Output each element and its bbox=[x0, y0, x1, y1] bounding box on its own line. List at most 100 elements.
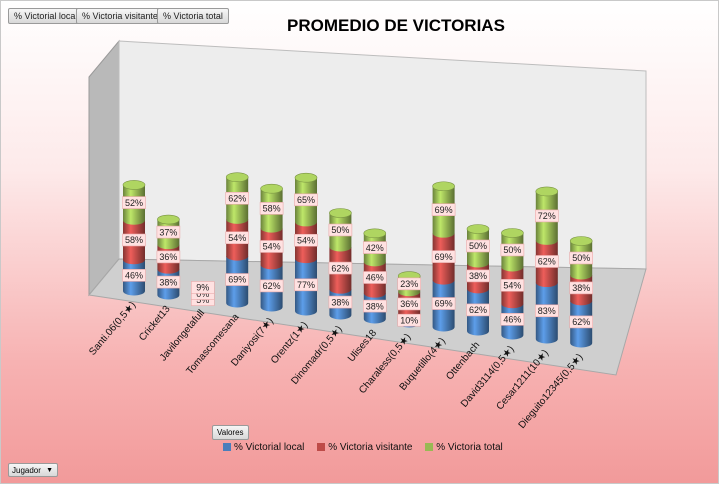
data-label-2-1: 0% bbox=[196, 289, 209, 299]
data-label-9-1: 69% bbox=[435, 252, 453, 262]
data-label-box-7-0 bbox=[362, 299, 387, 313]
data-label-box-10-1 bbox=[466, 269, 490, 283]
data-label-8-1: 36% bbox=[400, 299, 418, 309]
bar-12-cap bbox=[535, 186, 559, 197]
bar-9-cap bbox=[432, 181, 455, 192]
data-label-box-5-2 bbox=[294, 193, 318, 207]
data-label-4-1: 54% bbox=[263, 242, 281, 252]
data-label-box-13-2 bbox=[569, 251, 594, 265]
data-label-9-0: 69% bbox=[435, 299, 453, 309]
data-label-box-5-0 bbox=[294, 278, 318, 292]
data-label-12-2: 72% bbox=[538, 211, 556, 221]
data-label-box-11-1 bbox=[500, 279, 525, 292]
data-label-box-13-1 bbox=[569, 281, 594, 295]
bar-3-cap bbox=[225, 172, 249, 182]
data-label-box-3-2 bbox=[225, 191, 249, 205]
data-label-10-2: 50% bbox=[469, 241, 487, 251]
bar-0-cap bbox=[122, 180, 146, 190]
data-label-2-2: 9% bbox=[196, 283, 209, 293]
data-label-box-9-1 bbox=[431, 250, 456, 263]
data-label-box-3-1 bbox=[225, 231, 249, 245]
legend-swatch-total bbox=[425, 443, 434, 451]
data-label-box-12-0 bbox=[534, 304, 559, 318]
bar-7-cap bbox=[363, 228, 387, 239]
data-label-4-2: 58% bbox=[263, 204, 281, 214]
data-label-box-7-1 bbox=[362, 271, 387, 284]
legend-item-local: % Victorial local bbox=[223, 441, 304, 455]
data-label-5-2: 65% bbox=[297, 195, 315, 205]
data-label-box-1-0 bbox=[156, 275, 181, 289]
data-label-3-1: 54% bbox=[228, 233, 246, 243]
legend-item-visitante: % Victoria visitante bbox=[317, 441, 412, 455]
data-label-10-1: 38% bbox=[469, 271, 487, 281]
data-label-0-1: 58% bbox=[125, 235, 143, 245]
data-label-8-0: 10% bbox=[400, 315, 418, 325]
bar-10-cap bbox=[466, 224, 490, 234]
valores-field-button[interactable]: Valores bbox=[212, 425, 249, 440]
jugador-label: Jugador bbox=[12, 466, 41, 475]
jugador-filter-button[interactable]: Jugador ▼ bbox=[8, 463, 58, 477]
data-label-13-1: 38% bbox=[572, 283, 590, 293]
data-label-box-1-2 bbox=[156, 225, 181, 239]
data-label-8-2: 23% bbox=[400, 279, 418, 289]
data-label-5-0: 77% bbox=[297, 280, 315, 290]
legend-label-local: % Victorial local bbox=[234, 442, 305, 453]
data-label-box-10-0 bbox=[466, 303, 490, 317]
data-label-box-11-0 bbox=[500, 313, 525, 326]
data-label-3-2: 62% bbox=[228, 193, 246, 203]
data-label-box-0-2 bbox=[122, 196, 146, 209]
data-label-7-1: 46% bbox=[366, 273, 384, 283]
data-label-0-0: 46% bbox=[125, 271, 143, 281]
data-label-box-4-0 bbox=[259, 279, 284, 293]
data-label-11-1: 54% bbox=[503, 281, 521, 291]
data-label-10-0: 62% bbox=[469, 305, 487, 315]
dropdown-arrow-icon: ▼ bbox=[46, 467, 53, 474]
data-label-box-6-2 bbox=[328, 223, 353, 237]
data-label-13-2: 50% bbox=[572, 253, 590, 263]
data-label-box-3-0 bbox=[225, 273, 249, 286]
data-label-box-9-0 bbox=[431, 297, 456, 310]
data-label-4-0: 62% bbox=[263, 281, 281, 291]
data-label-0-2: 52% bbox=[125, 198, 143, 208]
data-label-11-0: 46% bbox=[503, 315, 521, 325]
data-label-13-0: 62% bbox=[572, 317, 590, 327]
data-label-box-12-2 bbox=[534, 209, 559, 223]
category-label-0: Santi.06(0,5★) bbox=[87, 300, 138, 358]
data-label-box-8-2 bbox=[397, 277, 422, 291]
data-label-7-2: 42% bbox=[366, 243, 384, 253]
bar-11-cap bbox=[501, 228, 524, 238]
data-label-box-6-0 bbox=[328, 295, 353, 309]
data-label-6-1: 62% bbox=[331, 263, 349, 273]
data-label-box-2-2 bbox=[191, 281, 215, 294]
legend: % Victorial local % Victoria visitante %… bbox=[223, 441, 513, 455]
legend-swatch-local bbox=[223, 443, 231, 451]
data-label-box-9-2 bbox=[431, 203, 456, 216]
data-label-5-1: 54% bbox=[297, 235, 315, 245]
data-label-box-5-1 bbox=[294, 233, 318, 247]
data-label-7-0: 38% bbox=[366, 301, 384, 311]
data-label-3-0: 69% bbox=[228, 275, 246, 285]
bar-5-cap bbox=[294, 172, 318, 183]
data-label-box-8-0 bbox=[397, 313, 422, 327]
data-label-box-7-2 bbox=[362, 241, 387, 254]
data-label-11-2: 50% bbox=[503, 245, 521, 255]
bar-4-cap bbox=[260, 183, 283, 194]
data-label-6-2: 50% bbox=[331, 225, 349, 235]
legend-label-visitante: % Victoria visitante bbox=[328, 442, 413, 453]
bar-1-cap bbox=[157, 214, 180, 225]
data-label-box-11-2 bbox=[500, 243, 525, 257]
data-label-box-4-2 bbox=[259, 202, 284, 215]
bar-13-cap bbox=[569, 236, 593, 246]
category-label-1: Cricket13 bbox=[137, 304, 173, 344]
field-button-victoria-total[interactable]: % Victoria total bbox=[157, 8, 229, 24]
data-label-box-0-1 bbox=[122, 233, 146, 247]
data-label-box-12-1 bbox=[534, 255, 559, 268]
data-label-1-1: 36% bbox=[159, 252, 177, 262]
data-label-box-8-1 bbox=[397, 297, 422, 311]
data-label-1-0: 38% bbox=[159, 277, 177, 287]
data-label-6-0: 38% bbox=[331, 297, 349, 307]
side-wall bbox=[88, 39, 120, 297]
data-label-12-1: 62% bbox=[538, 257, 556, 267]
chart-title: PROMEDIO DE VICTORIAS bbox=[287, 16, 505, 35]
